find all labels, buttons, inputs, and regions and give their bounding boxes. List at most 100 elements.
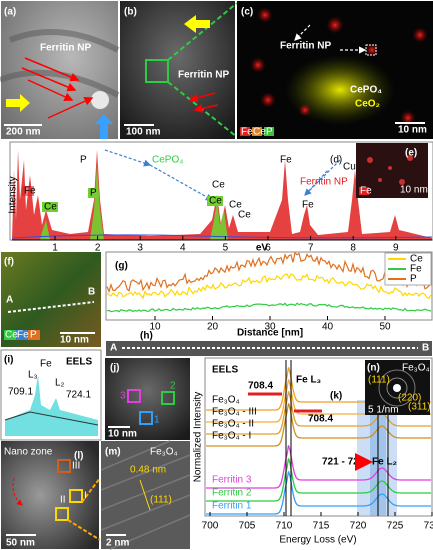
panel-label: (g): [115, 261, 128, 272]
scale-bar: 2 nm: [106, 538, 129, 549]
legend-label: P: [30, 330, 37, 341]
x-tick-label: 715: [313, 521, 330, 532]
legend-label: Fe: [410, 264, 422, 275]
x-tick-label: 2: [95, 243, 101, 254]
curve-label: Ferritin 2: [212, 488, 252, 499]
peak-label: Cu: [343, 162, 356, 173]
annotation: B: [422, 343, 429, 354]
peak-label: P: [80, 155, 87, 166]
axis-label: Energy Loss (eV): [279, 535, 356, 546]
curve-label: Fe₃O₄ - II: [212, 419, 254, 430]
peak-label: Ferritin NP: [300, 177, 348, 188]
annotation: 724.1: [66, 390, 91, 401]
peak-label: Ce: [212, 180, 225, 191]
annotation: 2: [170, 381, 176, 392]
annotation: Fe₃O₄: [402, 363, 430, 374]
panel-l: Nano zone (l) III II I 50 nm: [1, 441, 101, 549]
eels-curve: [206, 391, 431, 435]
x-tick-label: 20: [207, 322, 219, 333]
legend-label: Ce: [5, 330, 18, 341]
scale-bar: 10 nm: [400, 185, 428, 196]
annotation: (111): [150, 495, 172, 506]
curve-label: Fe₃O₄ - I: [212, 431, 251, 442]
annotation: (311): [408, 402, 431, 413]
curve-label: Fe₃O₄ - III: [212, 407, 257, 418]
scale-bar: 10 nm: [108, 429, 137, 440]
annotation: II: [60, 495, 66, 506]
annotation: Fe L₂: [372, 457, 397, 468]
annotation: Ferritin NP: [40, 43, 91, 54]
panel-label: (j): [110, 363, 119, 374]
panel-b: (b) Ferritin NP 100 nm: [120, 1, 238, 139]
legend-label: Fe: [360, 186, 372, 197]
annotation: 721 - 726: [322, 457, 365, 468]
panel-label: (c): [241, 7, 253, 18]
panel-label: (b): [124, 7, 137, 18]
peak-label: Fe: [24, 186, 36, 197]
x-tick-label: 30: [264, 322, 276, 333]
curve-label: Fe₃O₄: [212, 395, 240, 406]
panel-label: (h): [140, 331, 153, 342]
panel-a: (a) Ferritin NP 200 nm: [0, 1, 120, 139]
panel-k: 700 705 710 715 720 725 730 Energy Loss (eV) N…: [193, 357, 433, 546]
annotation: L₃: [28, 370, 38, 381]
profile-curve: [106, 302, 432, 313]
annotation: 709.1: [8, 387, 33, 398]
x-tick-label: 50: [379, 322, 391, 333]
panel-label: (k): [330, 391, 342, 402]
curve-label: Ferritin 3: [212, 475, 252, 486]
legend-label: P: [410, 274, 417, 285]
annotation: 0.48 nm: [130, 465, 166, 476]
panel-label: (l): [74, 451, 83, 462]
peak-label: Ce: [229, 200, 242, 211]
x-tick-label: 730: [424, 521, 433, 532]
x-tick-label: 725: [387, 521, 404, 532]
panel-label: (a): [4, 7, 16, 18]
peak-label: Ce: [44, 202, 57, 213]
axis-label: Distance [nm]: [237, 328, 303, 339]
curve-label: Ferritin 1: [212, 501, 252, 512]
peak-label: CePO₄: [152, 155, 183, 166]
eels-curve: [206, 403, 431, 447]
x-tick-label: 9: [393, 243, 399, 254]
annotation: CeO₂: [355, 99, 380, 110]
annotation: Ferritin NP: [178, 70, 229, 81]
panel-label: (e): [405, 148, 417, 159]
annotation: Fe L₃: [296, 375, 322, 386]
annotation: I: [84, 491, 87, 502]
annotation: CePO₄: [350, 85, 382, 96]
panel-label: (f): [4, 257, 14, 268]
x-tick-label: 700: [202, 521, 219, 532]
axis-label: Intensity: [8, 176, 19, 213]
legend-label: Fe: [241, 127, 253, 138]
scale-bar: 10 nm: [398, 125, 427, 136]
annotation: 3: [120, 391, 126, 402]
scale-bar: 5 1/nm: [368, 405, 399, 416]
panel-label: (m): [105, 447, 121, 458]
annotation: A: [6, 295, 13, 306]
annotation: (220): [398, 393, 421, 404]
annotation: EELS: [66, 357, 92, 368]
peak-label: Fe: [280, 155, 292, 166]
annotation: Ferritin NP: [280, 41, 331, 52]
scale-bar: 200 nm: [6, 127, 41, 138]
panel-label: (n): [367, 363, 380, 374]
panel-m: (m) Fe₃O₄ 0.48 nm (111) 2 nm: [100, 440, 191, 550]
annotation: EELS: [212, 365, 238, 376]
peak-label: P: [90, 188, 97, 199]
panel-i: (i) EELS Fe L₃ L₂ 709.1 724.1: [0, 349, 102, 441]
annotation: (111): [368, 375, 390, 386]
x-tick-label: 705: [239, 521, 256, 532]
eels-curve: [206, 471, 431, 515]
scale-bar: 10 nm: [60, 335, 89, 346]
scale-bar: 100 nm: [126, 127, 161, 138]
x-tick-label: 40: [322, 322, 334, 333]
legend-label: Ce: [410, 254, 423, 265]
profile-curve: [106, 273, 432, 300]
annotation: B: [88, 287, 95, 298]
panel-g: 10 20 30 40 50 Distance [nm] (g) Ce Fe P: [105, 251, 433, 339]
scale-bar: 50 nm: [6, 538, 35, 549]
x-tick-label: 1: [52, 243, 58, 254]
panel-label: (d): [330, 155, 342, 166]
